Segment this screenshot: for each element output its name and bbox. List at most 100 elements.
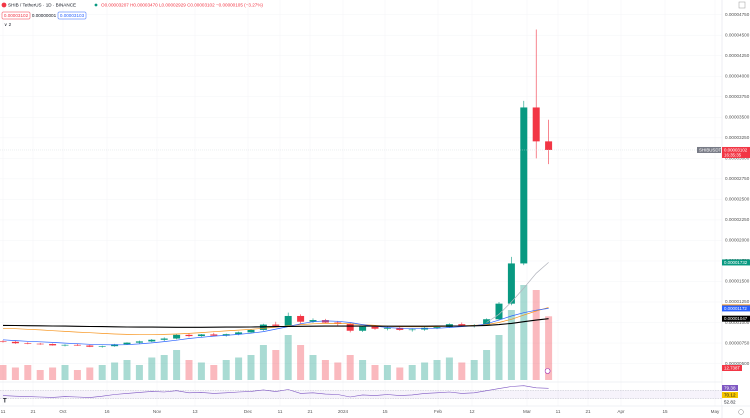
volume-bar	[235, 357, 243, 380]
candle-body	[24, 343, 32, 344]
candle-body	[98, 346, 106, 347]
candle-body	[520, 107, 528, 264]
x-tick-label: 11	[556, 409, 561, 414]
volume-tag-label: 12.738T	[724, 365, 740, 370]
x-tick-label: Apr	[617, 409, 625, 414]
rsi-line	[2, 385, 549, 398]
volume-bar	[445, 357, 453, 380]
volume-bar	[321, 360, 329, 380]
volume-bar	[383, 365, 391, 380]
volume-bar	[470, 360, 478, 380]
volume-bar	[73, 370, 81, 380]
candle-body	[545, 141, 553, 150]
candle-body	[507, 263, 515, 304]
y-tick-label: 0.00004000	[725, 73, 750, 78]
symbol-icon	[1, 2, 7, 8]
volume-bar	[135, 365, 143, 380]
volume-bar	[309, 355, 317, 380]
volume-bar	[272, 350, 280, 380]
volume-bar	[61, 365, 69, 380]
candle-body	[148, 339, 156, 342]
candle-body	[297, 315, 305, 322]
volume-bar	[520, 285, 528, 380]
candle-body	[321, 320, 329, 323]
x-tick-label: Dec	[244, 409, 253, 414]
candle-body	[160, 338, 168, 340]
y-tick-label: 0.00001250	[725, 299, 750, 304]
volume-bar	[160, 355, 168, 380]
y-tick-label: 0.00000750	[725, 340, 750, 345]
volume-bar	[111, 362, 119, 380]
y-tick-label: 0.00002750	[725, 176, 750, 181]
candle-body	[235, 332, 243, 335]
y-tick-label: 0.00003250	[725, 135, 750, 140]
rsi-tag	[722, 385, 738, 391]
x-tick-label: 11	[1, 409, 6, 414]
x-tick-label: 12	[469, 409, 475, 414]
y-tick-label: 0.00000500	[725, 361, 750, 366]
volume-bar	[371, 365, 379, 380]
candle-body	[532, 107, 540, 142]
y-tick-label: 0.00001000	[725, 320, 750, 325]
volume-bar	[334, 362, 342, 380]
symbol-tag	[697, 146, 721, 153]
candle-body	[86, 345, 94, 347]
x-tick-label: May	[711, 409, 720, 414]
volume-bar	[49, 367, 57, 380]
volume-bar	[495, 335, 503, 380]
ma-tag	[722, 259, 750, 266]
rsi-tag	[722, 399, 738, 405]
sell-button[interactable]	[1, 11, 31, 20]
candle-body	[383, 327, 391, 329]
candle-body	[433, 327, 441, 328]
x-tick-label: Oct	[59, 409, 67, 414]
volume-bar	[346, 355, 354, 380]
moving-average	[2, 308, 549, 346]
event-marker	[544, 368, 551, 374]
market-status	[94, 3, 98, 7]
candle-body	[408, 329, 416, 331]
buy-button[interactable]	[57, 11, 87, 20]
candle-body	[210, 334, 218, 336]
spread: 0.00000001	[32, 13, 57, 18]
y-tick-label: 0.00002500	[725, 197, 750, 202]
candle-body	[272, 324, 280, 326]
volume-bar	[148, 357, 156, 380]
candle-body	[309, 320, 317, 322]
settings-icon[interactable]	[738, 1, 746, 9]
symbol[interactable]: SHIB / TetherUS · 1D · BINANCE	[8, 3, 76, 8]
candle-body	[73, 344, 81, 346]
volume-bar	[222, 360, 230, 380]
candle-body	[123, 342, 131, 345]
candle-body	[11, 341, 19, 344]
settings-button[interactable]	[738, 409, 744, 415]
volume-bar	[259, 345, 267, 380]
ma-tag	[722, 315, 750, 322]
axes: 11 21 Oct 16 Nov 13 Dec 11 21 2024 15 Feb 12 Mar 11 21 A…	[1, 12, 750, 414]
ma-tag-label: 0.00001172	[724, 306, 747, 311]
rsi-pane	[0, 385, 722, 399]
candle-body	[247, 329, 255, 333]
ma-tag-label: 0.00001047	[724, 316, 748, 321]
moving-average	[486, 262, 549, 323]
rsi-tag-label: 70.12	[724, 393, 736, 398]
ma-tag	[722, 305, 750, 312]
x-tick-label: 13	[192, 409, 198, 414]
buy-price: 0.00003103	[60, 13, 85, 18]
x-tick-label: 21	[30, 409, 36, 414]
volume-bar	[284, 335, 292, 380]
candle-body	[458, 324, 466, 326]
volume-bar	[421, 362, 429, 380]
countdown: 16:35:35	[724, 152, 742, 157]
volume-bar	[185, 360, 193, 380]
volume-bar	[458, 362, 466, 380]
y-tick-label: 0.00004500	[725, 32, 750, 37]
volume-bar	[545, 316, 553, 380]
moving-average	[2, 318, 549, 328]
volume-bar	[123, 360, 131, 380]
y-tick-label: 0.00003500	[725, 115, 750, 120]
indicator-toggle[interactable]: ∨ 2	[4, 22, 12, 27]
price-tag	[722, 146, 750, 158]
grid	[0, 0, 722, 406]
